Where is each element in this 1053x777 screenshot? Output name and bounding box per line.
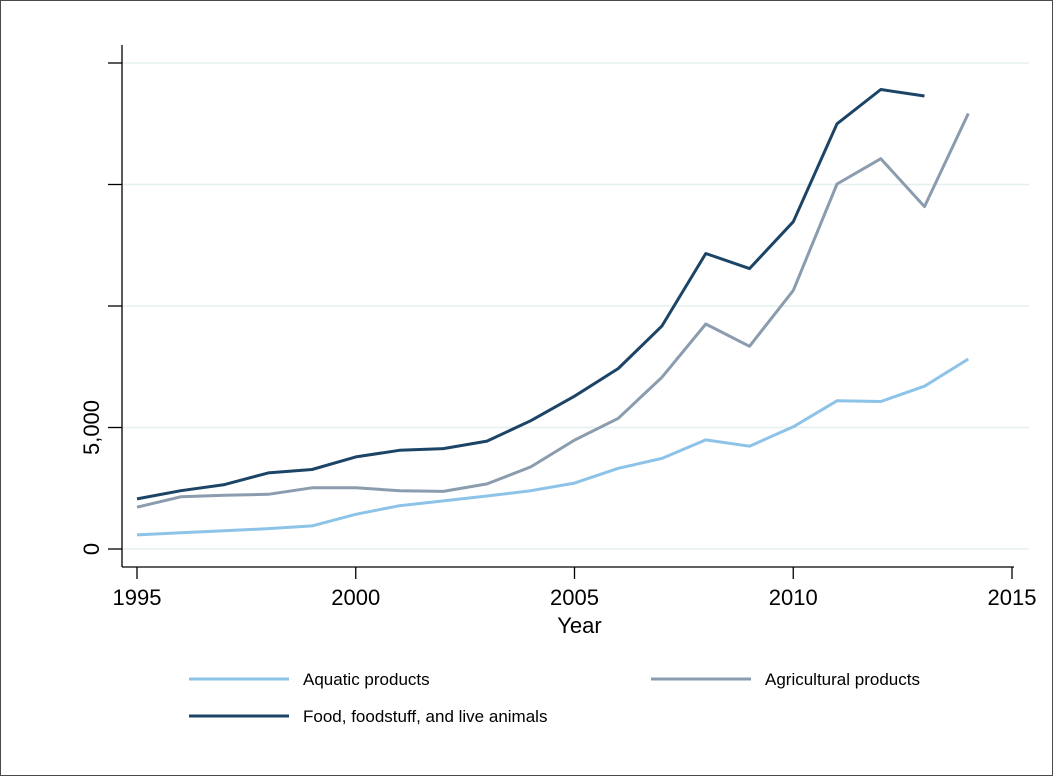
x-axis-title: Year [557,613,601,638]
series-line-3 [136,88,925,501]
x-tick-label: 2010 [769,585,818,610]
x-tick-label: 2005 [550,585,599,610]
x-tick-label: 1995 [113,585,162,610]
legend-label-1: Aquatic products [303,670,430,689]
gridlines [122,62,1029,550]
legend: Aquatic products Agricultural products Foo… [189,670,920,726]
axes [108,45,1014,579]
y-tick-label: 0 [79,543,104,555]
legend-label-2: Agricultural products [765,670,920,689]
series-line-2 [136,112,970,509]
legend-label-3: Food, foodstuff, and live animals [303,707,547,726]
series-lines [136,88,970,537]
x-tick-label: 2000 [331,585,380,610]
x-tick-label: 2015 [988,585,1037,610]
y-tick-label: 5,000 [79,400,104,455]
tick-labels: 0 5,000 1995 2000 2005 2010 2015 [79,400,1036,610]
series-line-1 [136,357,970,537]
